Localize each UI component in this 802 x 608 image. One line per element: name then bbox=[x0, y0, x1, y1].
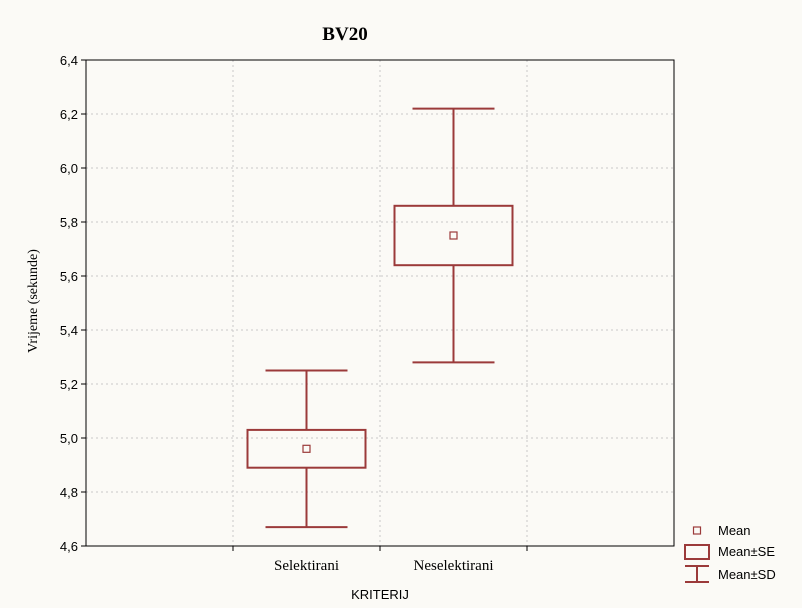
mean-marker bbox=[302, 444, 311, 453]
legend-label-sd: Mean±SD bbox=[718, 567, 776, 582]
legend-se-symbol bbox=[684, 544, 710, 560]
box-group bbox=[393, 107, 514, 364]
x-tick-layer: Selektirani Neselektirani bbox=[232, 546, 528, 574]
y-tick-label: 6,4 bbox=[60, 53, 78, 68]
chart-title: BV20 bbox=[322, 24, 367, 45]
y-tick-label: 5,6 bbox=[60, 269, 78, 284]
box-group bbox=[246, 369, 367, 529]
series-layer bbox=[246, 107, 514, 529]
y-tick-label: 6,2 bbox=[60, 107, 78, 122]
grid-layer bbox=[86, 60, 674, 546]
legend-label-mean: Mean bbox=[718, 523, 751, 538]
y-axis-label: Vrijeme (sekunde) bbox=[26, 249, 41, 353]
y-tick-label: 4,8 bbox=[60, 485, 78, 500]
y-tick-label: 4,6 bbox=[60, 539, 78, 554]
legend-mean-symbol bbox=[692, 526, 702, 535]
legend-label-se: Mean±SE bbox=[718, 544, 775, 559]
y-tick-label: 5,0 bbox=[60, 431, 78, 446]
y-tick-layer: 4,6 4,8 5,0 5,2 5,4 5,6 5,8 6,0 6,2 6,4 bbox=[60, 53, 86, 554]
plot-frame bbox=[85, 59, 675, 547]
y-tick-label: 5,4 bbox=[60, 323, 78, 338]
y-tick-label: 5,8 bbox=[60, 215, 78, 230]
x-axis-label: KRITERIJ bbox=[351, 587, 409, 602]
se-box bbox=[393, 204, 514, 267]
x-tick-label: Neselektirani bbox=[414, 558, 494, 574]
se-box bbox=[246, 428, 367, 469]
y-tick-label: 5,2 bbox=[60, 377, 78, 392]
x-tick-label: Selektirani bbox=[274, 558, 339, 574]
mean-marker bbox=[449, 231, 458, 240]
y-tick-label: 6,0 bbox=[60, 161, 78, 176]
legend: Mean Mean±SE Mean±SD bbox=[684, 523, 776, 583]
